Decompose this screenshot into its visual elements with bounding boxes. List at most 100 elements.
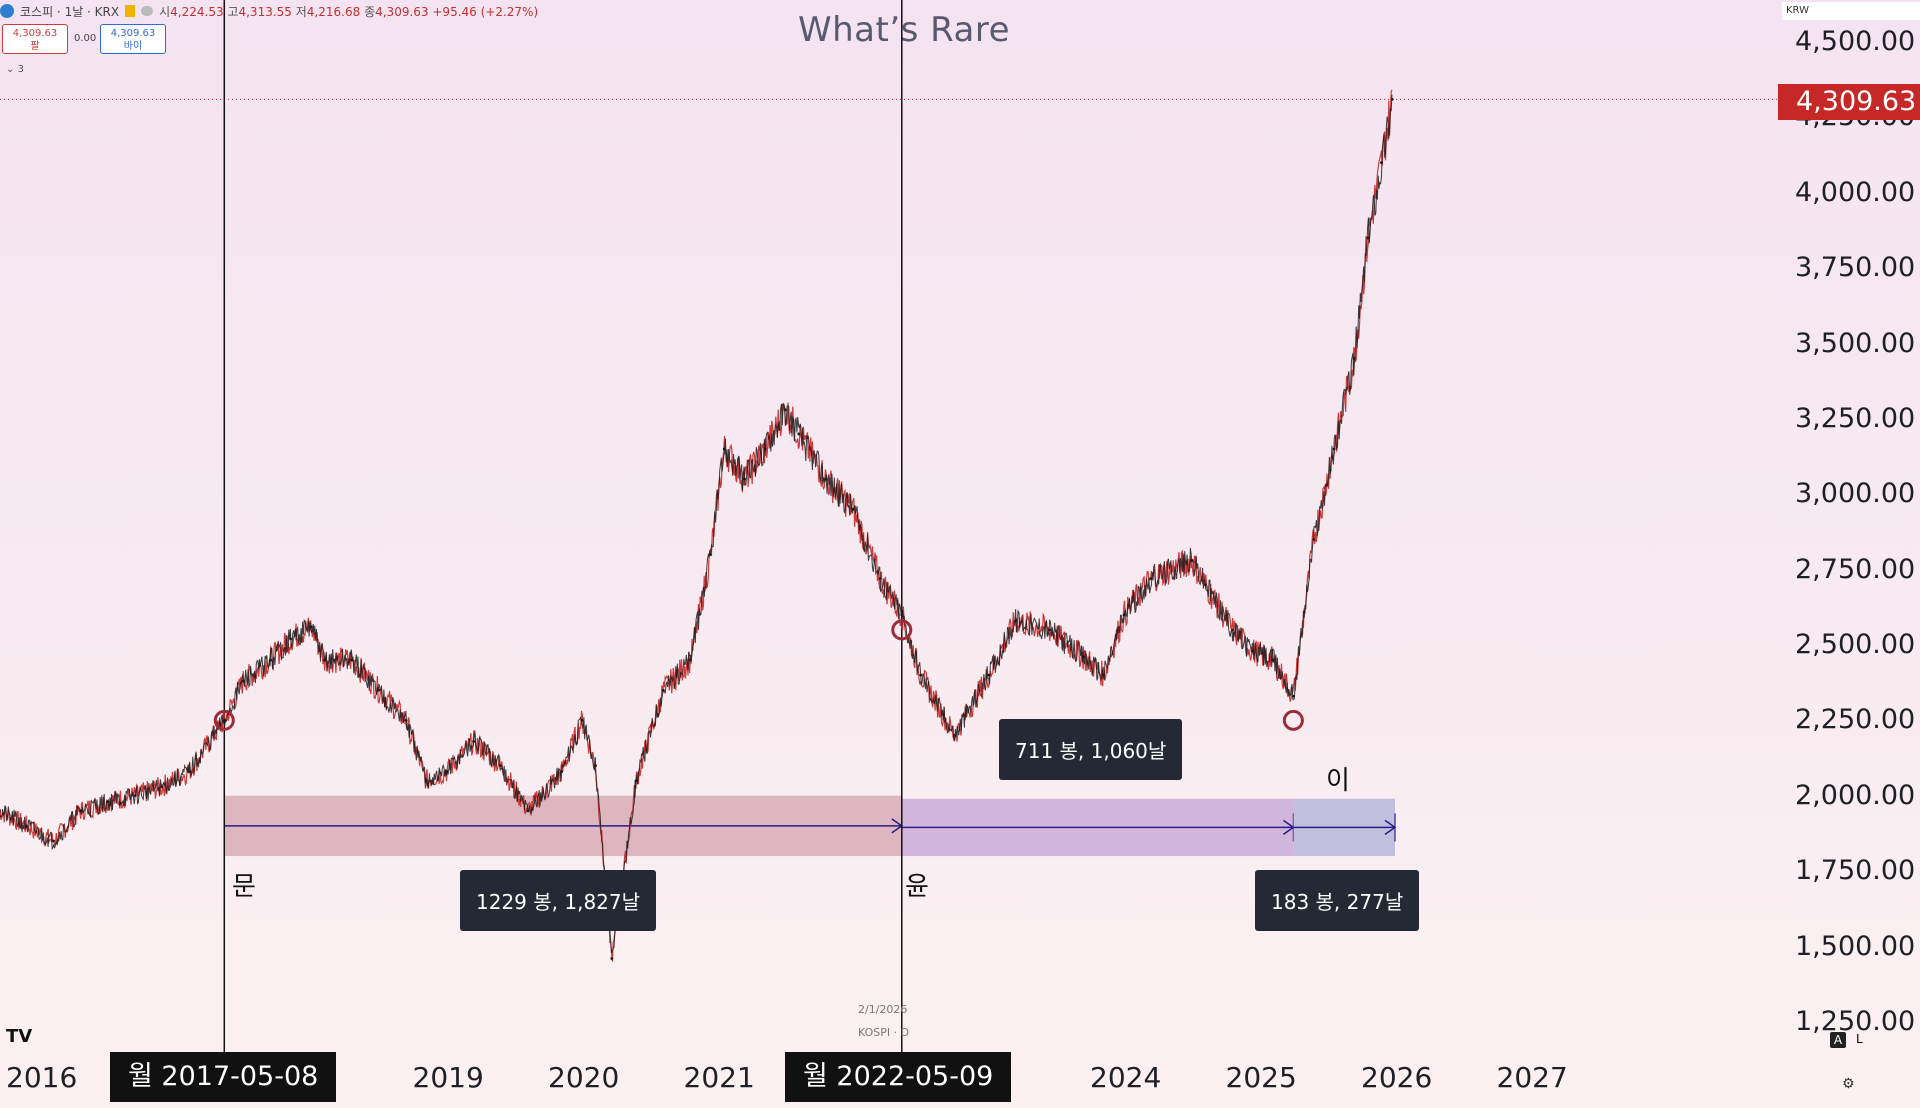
chevron-down-icon: ⌄ (6, 64, 15, 75)
data-point (851, 507, 855, 511)
flag-icon (125, 5, 136, 17)
data-point (1190, 559, 1194, 562)
marker-circle-3 (1282, 709, 1304, 731)
data-point (1014, 619, 1017, 623)
data-point (1352, 357, 1356, 360)
data-point (1380, 161, 1383, 165)
x-tick-label: 2026 (1361, 1061, 1433, 1094)
data-point (953, 734, 957, 737)
x-tick-label: 2021 (683, 1061, 755, 1094)
data-point (878, 577, 882, 581)
buy-button[interactable]: 4,309.63 바이 (100, 24, 166, 54)
data-point (560, 770, 564, 774)
data-point (133, 794, 137, 798)
settings-gear-icon[interactable]: ⚙ (1842, 1076, 1855, 1092)
data-point (1203, 583, 1207, 587)
data-point (824, 477, 828, 481)
x-tick-label: 2016 (6, 1061, 78, 1094)
y-tick-label: 3,750.00 (1795, 252, 1916, 284)
data-point (900, 613, 904, 617)
sell-button[interactable]: 4,309.63 팔 (2, 24, 68, 54)
data-point (1149, 577, 1153, 581)
data-point (526, 809, 530, 813)
data-point (106, 800, 110, 804)
symbol-name[interactable]: 코스피 · 1날 · KRX (20, 4, 120, 19)
range-tooltip-2: 711 봉, 1,060날 (999, 719, 1183, 780)
y-tick-label: 1,750.00 (1795, 855, 1916, 887)
data-point (1271, 658, 1275, 662)
data-point (289, 637, 293, 641)
data-point (1251, 649, 1255, 653)
data-point (594, 764, 597, 767)
x-tick-label: 2020 (548, 1061, 620, 1094)
data-point (743, 477, 746, 481)
y-tick-label: 3,250.00 (1795, 402, 1916, 434)
data-point (1048, 628, 1051, 632)
indicator-toggle[interactable]: ⌄ 3 (6, 64, 24, 75)
data-point (52, 839, 55, 843)
data-point (580, 718, 584, 722)
data-point (797, 432, 801, 436)
y-tick-label: 2,250.00 (1795, 704, 1916, 736)
data-point (241, 679, 245, 683)
data-point (1312, 538, 1316, 541)
y-tick-label: 3,500.00 (1795, 327, 1916, 359)
auto-scale-button[interactable]: A (1830, 1032, 1846, 1048)
data-point (783, 408, 787, 412)
crosshair-date-1: 월 2017-05-08 (110, 1052, 337, 1102)
currency-label[interactable]: KRW (1782, 2, 1920, 20)
label-lee: 이 (1326, 766, 1350, 796)
x-tick-label: 2024 (1090, 1061, 1162, 1094)
y-tick-label: 2,750.00 (1795, 553, 1916, 585)
current-price-badge: 4,309.63 (1778, 84, 1920, 120)
tradingview-logo-icon[interactable]: TV (6, 1026, 33, 1047)
label-moon: 문 (232, 872, 256, 902)
log-scale-button[interactable]: L (1856, 1032, 1863, 1046)
data-point (1390, 97, 1394, 101)
y-tick-label: 1,250.00 (1795, 1005, 1916, 1037)
data-point (187, 770, 191, 774)
y-tick-label: 4,500.00 (1795, 26, 1916, 57)
data-point (661, 688, 665, 692)
data-point (268, 658, 272, 662)
label-yoon: 윤 (905, 872, 929, 902)
range-tooltip-3: 183 봉, 277날 (1255, 870, 1420, 931)
data-point (424, 779, 428, 783)
watermark-symbol: KOSPI · D (858, 1026, 910, 1039)
data-point (323, 658, 326, 662)
data-point (1081, 655, 1085, 659)
marker-circle-1 (213, 709, 235, 731)
data-point (377, 688, 381, 692)
data-point (445, 770, 448, 774)
y-tick-label: 4,000.00 (1795, 176, 1916, 208)
chart-title: What’s Rare (798, 10, 1011, 50)
data-point (472, 740, 475, 743)
data-point (404, 718, 408, 722)
data-point (1291, 694, 1295, 698)
eye-icon[interactable] (141, 6, 154, 16)
data-point (499, 764, 503, 767)
marker-circle-2 (891, 619, 913, 641)
data-point (160, 785, 164, 789)
price-series-up (0, 94, 1393, 954)
watermark-date: 2/1/2026 (858, 1003, 908, 1016)
data-point (79, 809, 83, 813)
spread-value: 0.00 (74, 33, 97, 44)
data-point (709, 553, 713, 556)
x-tick-label: 2019 (412, 1061, 484, 1094)
data-point (309, 625, 313, 629)
data-point (763, 447, 767, 451)
y-tick-label: 3,000.00 (1795, 478, 1916, 510)
data-point (987, 673, 990, 677)
y-tick-label: 2,500.00 (1795, 629, 1916, 660)
y-tick-label: 1,500.00 (1795, 930, 1916, 962)
data-point (0, 809, 1, 813)
data-point (689, 658, 692, 662)
data-point (1231, 628, 1234, 632)
data-point (25, 824, 28, 828)
crosshair-date-2: 월 2022-05-09 (785, 1052, 1012, 1102)
data-point (610, 957, 614, 960)
data-point (1122, 613, 1126, 617)
